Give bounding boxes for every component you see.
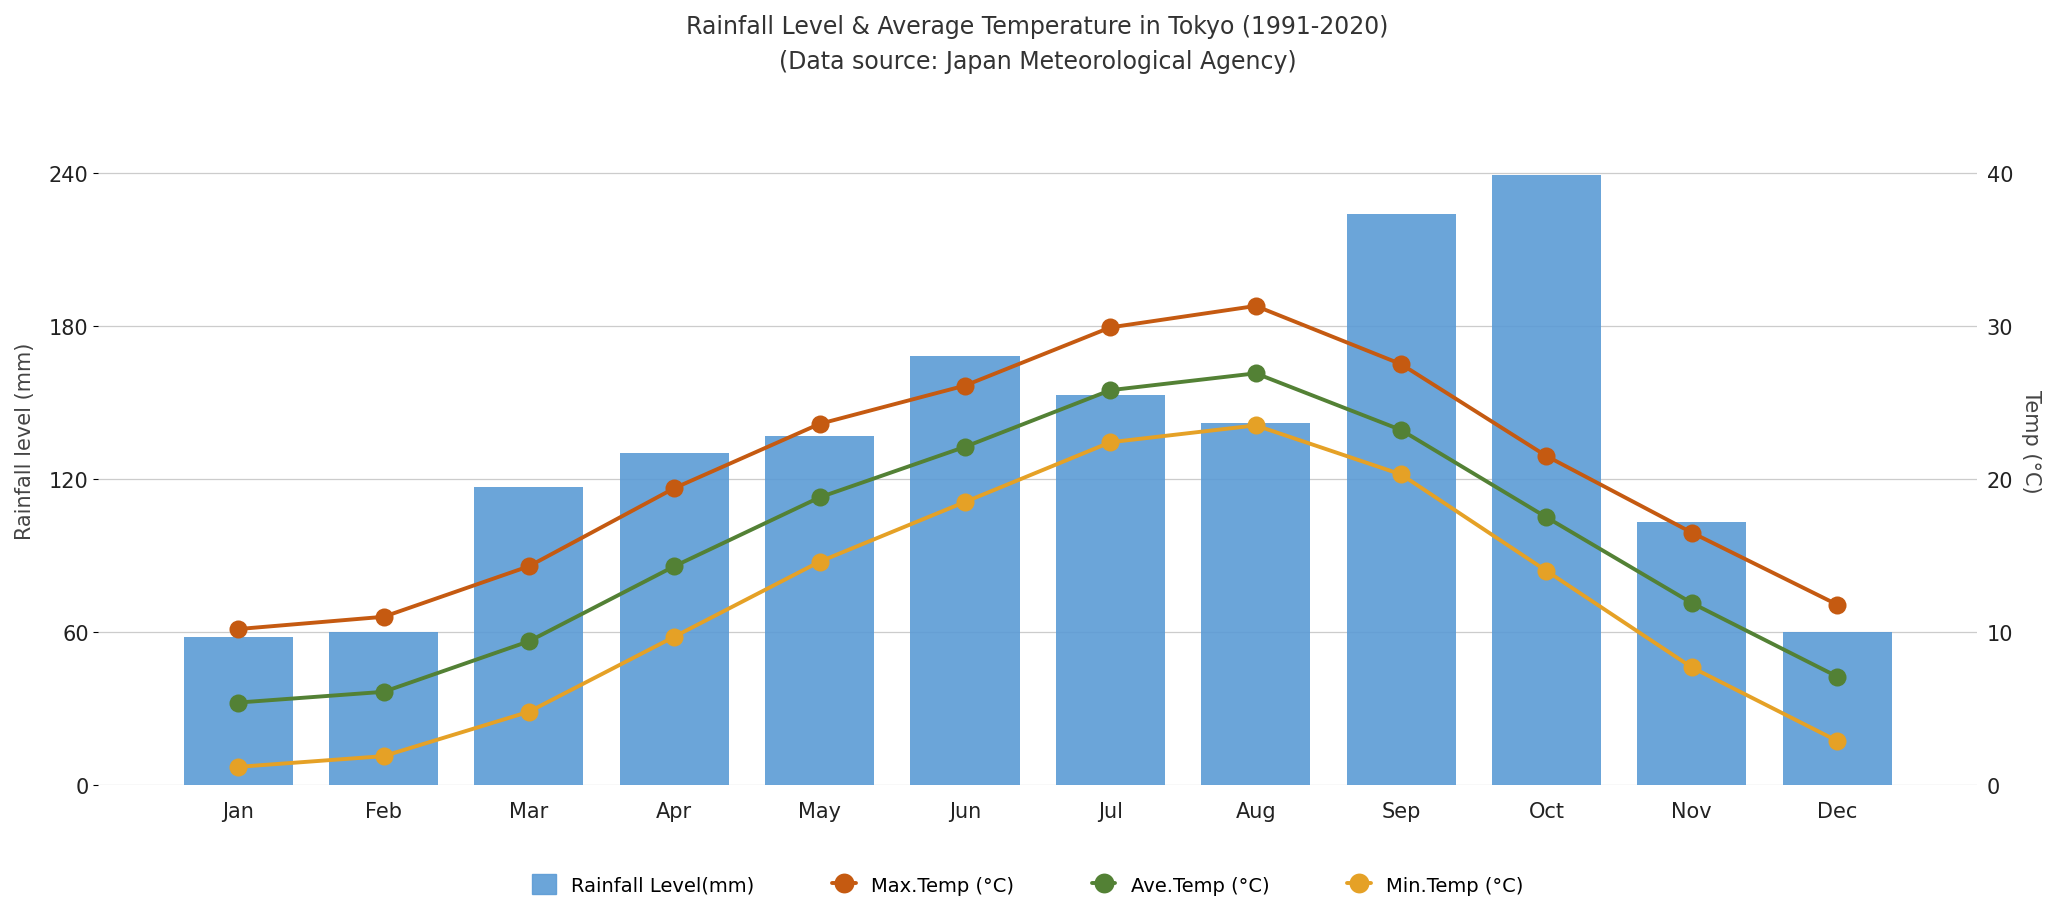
Bar: [329, 632, 438, 786]
Max.Temp (°C): [1244, 301, 1269, 312]
Bar: [1201, 424, 1310, 786]
Bar: [765, 437, 874, 786]
Bar: [619, 454, 728, 786]
Bar: [1783, 632, 1892, 786]
Min.Temp (°C): [662, 631, 687, 642]
Min.Temp (°C): [1534, 566, 1558, 577]
Bar: [911, 357, 1020, 786]
Ave.Temp (°C): [1388, 425, 1412, 436]
Max.Temp (°C): [516, 562, 541, 573]
Max.Temp (°C): [1826, 599, 1850, 610]
Ave.Temp (°C): [516, 636, 541, 647]
Max.Temp (°C): [808, 419, 833, 430]
Max.Temp (°C): [1680, 528, 1704, 539]
Y-axis label: Rainfall level (mm): Rainfall level (mm): [14, 343, 35, 539]
Max.Temp (°C): [372, 612, 397, 623]
Ave.Temp (°C): [1826, 671, 1850, 682]
Min.Temp (°C): [1244, 420, 1269, 431]
Min.Temp (°C): [952, 497, 977, 508]
Min.Temp (°C): [372, 751, 397, 762]
Max.Temp (°C): [1534, 451, 1558, 462]
Max.Temp (°C): [1098, 323, 1123, 334]
Max.Temp (°C): [1388, 359, 1412, 370]
Min.Temp (°C): [808, 557, 833, 568]
Bar: [183, 638, 292, 786]
Min.Temp (°C): [1826, 735, 1850, 746]
Legend: Rainfall Level(mm), Max.Temp (°C), Ave.Temp (°C), Min.Temp (°C): Rainfall Level(mm), Max.Temp (°C), Ave.T…: [522, 865, 1534, 904]
Bar: [1347, 214, 1456, 786]
Max.Temp (°C): [226, 624, 251, 635]
Bar: [1493, 176, 1602, 786]
Line: Min.Temp (°C): Min.Temp (°C): [228, 417, 1846, 776]
Ave.Temp (°C): [808, 493, 833, 504]
Min.Temp (°C): [226, 762, 251, 773]
Ave.Temp (°C): [1534, 512, 1558, 523]
Line: Max.Temp (°C): Max.Temp (°C): [228, 298, 1846, 639]
Max.Temp (°C): [952, 380, 977, 391]
Min.Temp (°C): [516, 707, 541, 718]
Y-axis label: Temp (°C): Temp (°C): [2021, 390, 2042, 493]
Ave.Temp (°C): [1244, 369, 1269, 380]
Ave.Temp (°C): [952, 442, 977, 453]
Line: Ave.Temp (°C): Ave.Temp (°C): [228, 365, 1846, 712]
Min.Temp (°C): [1098, 437, 1123, 448]
Bar: [1637, 523, 1746, 786]
Ave.Temp (°C): [226, 698, 251, 709]
Max.Temp (°C): [662, 483, 687, 494]
Ave.Temp (°C): [1680, 598, 1704, 609]
Bar: [475, 487, 584, 786]
Ave.Temp (°C): [1098, 385, 1123, 396]
Min.Temp (°C): [1388, 470, 1412, 481]
Ave.Temp (°C): [662, 562, 687, 573]
Ave.Temp (°C): [372, 686, 397, 698]
Bar: [1057, 395, 1166, 786]
Title: Rainfall Level & Average Temperature in Tokyo (1991-2020)
(Data source: Japan Me: Rainfall Level & Average Temperature in …: [687, 15, 1390, 74]
Min.Temp (°C): [1680, 662, 1704, 673]
